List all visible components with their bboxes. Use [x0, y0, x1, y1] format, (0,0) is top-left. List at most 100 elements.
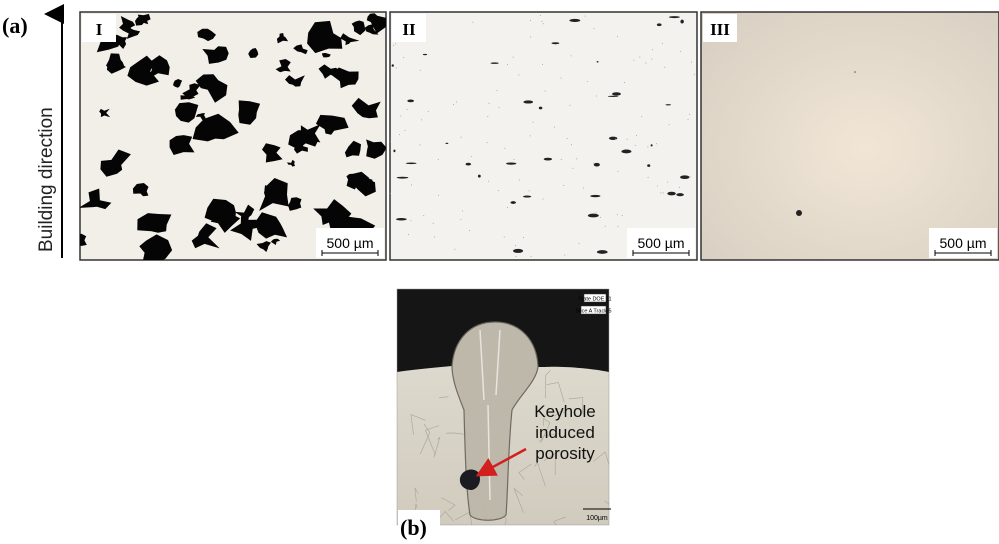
scale-text: 100µm: [586, 515, 608, 522]
speck: [587, 81, 588, 82]
pore: [523, 196, 531, 198]
speck: [680, 51, 681, 52]
speck: [486, 142, 487, 143]
speck: [530, 20, 531, 21]
speck: [519, 179, 520, 180]
speck: [462, 210, 463, 211]
speck: [627, 139, 628, 140]
speck: [472, 22, 473, 23]
speck: [400, 116, 401, 117]
annotation: porosity: [535, 444, 595, 463]
pore: [609, 137, 617, 140]
speck: [635, 145, 636, 146]
pore: [445, 143, 448, 144]
speck: [507, 64, 508, 65]
speck: [571, 55, 572, 56]
speck: [691, 62, 692, 63]
speck: [567, 138, 568, 139]
pore: [490, 62, 498, 63]
speck: [399, 134, 400, 135]
speck: [504, 236, 505, 237]
image-label: III: [710, 20, 730, 39]
speck: [667, 182, 668, 183]
speck: [507, 207, 508, 208]
pore: [392, 64, 394, 67]
plate-text: Slice A Track 5: [575, 309, 611, 315]
speck: [393, 45, 394, 46]
speck: [554, 127, 555, 128]
pore: [513, 249, 523, 253]
speck: [583, 188, 584, 189]
speck: [561, 159, 562, 160]
speck: [454, 249, 455, 250]
speck: [487, 116, 488, 117]
speck: [434, 237, 435, 238]
speck: [396, 68, 397, 69]
speck: [669, 124, 670, 125]
pore: [680, 175, 689, 179]
pore: [407, 100, 414, 103]
speck: [662, 43, 663, 44]
speck: [564, 254, 565, 255]
speck: [516, 256, 517, 257]
speck: [530, 135, 531, 136]
scale-text: 500 µm: [327, 235, 374, 251]
speck: [563, 185, 564, 186]
speck: [531, 256, 532, 257]
pore: [665, 104, 671, 105]
speck: [498, 190, 499, 191]
micrograph: [701, 12, 999, 260]
speck: [421, 119, 422, 120]
pore: [569, 19, 580, 22]
pore: [393, 149, 395, 152]
speck: [605, 226, 606, 227]
pore: [551, 42, 559, 44]
speck: [456, 101, 457, 102]
speck: [410, 220, 411, 221]
page: {"panel_a": {"label": "(a)", "axis_label…: [0, 0, 999, 544]
speck: [636, 135, 637, 136]
speck: [690, 176, 691, 177]
speck: [679, 187, 680, 188]
speck: [561, 78, 562, 79]
pore: [539, 107, 543, 110]
speck: [541, 21, 542, 22]
speck: [408, 234, 409, 235]
speck: [540, 15, 541, 16]
speck: [596, 95, 597, 96]
speck: [471, 156, 472, 157]
speck: [617, 36, 618, 37]
speck: [652, 49, 653, 50]
speck: [514, 159, 515, 160]
speck: [407, 109, 408, 110]
pore: [478, 175, 481, 178]
speck: [460, 219, 461, 220]
pore: [396, 218, 407, 221]
speck: [461, 137, 462, 138]
speck: [617, 214, 618, 215]
speck: [641, 116, 642, 117]
speck: [428, 111, 429, 112]
speck: [651, 59, 652, 60]
pore: [597, 250, 608, 254]
speck: [594, 28, 595, 29]
speck: [395, 43, 396, 44]
speck: [453, 104, 454, 105]
speck: [600, 217, 601, 218]
pore: [397, 177, 409, 179]
speck: [543, 23, 544, 24]
speck: [689, 114, 690, 115]
figure: (a) Building direction I500 µmII500 µmII…: [0, 0, 999, 544]
speck: [530, 36, 531, 37]
speck: [585, 16, 586, 17]
speck: [498, 107, 499, 108]
speck: [578, 243, 579, 244]
speck: [688, 119, 689, 120]
plate-text: Plate DOE 11: [578, 297, 611, 303]
image-label: I: [96, 20, 103, 39]
speck: [542, 64, 543, 65]
speck: [563, 12, 564, 13]
pore: [590, 195, 600, 197]
annotation: induced: [535, 423, 595, 442]
pore: [588, 214, 599, 218]
